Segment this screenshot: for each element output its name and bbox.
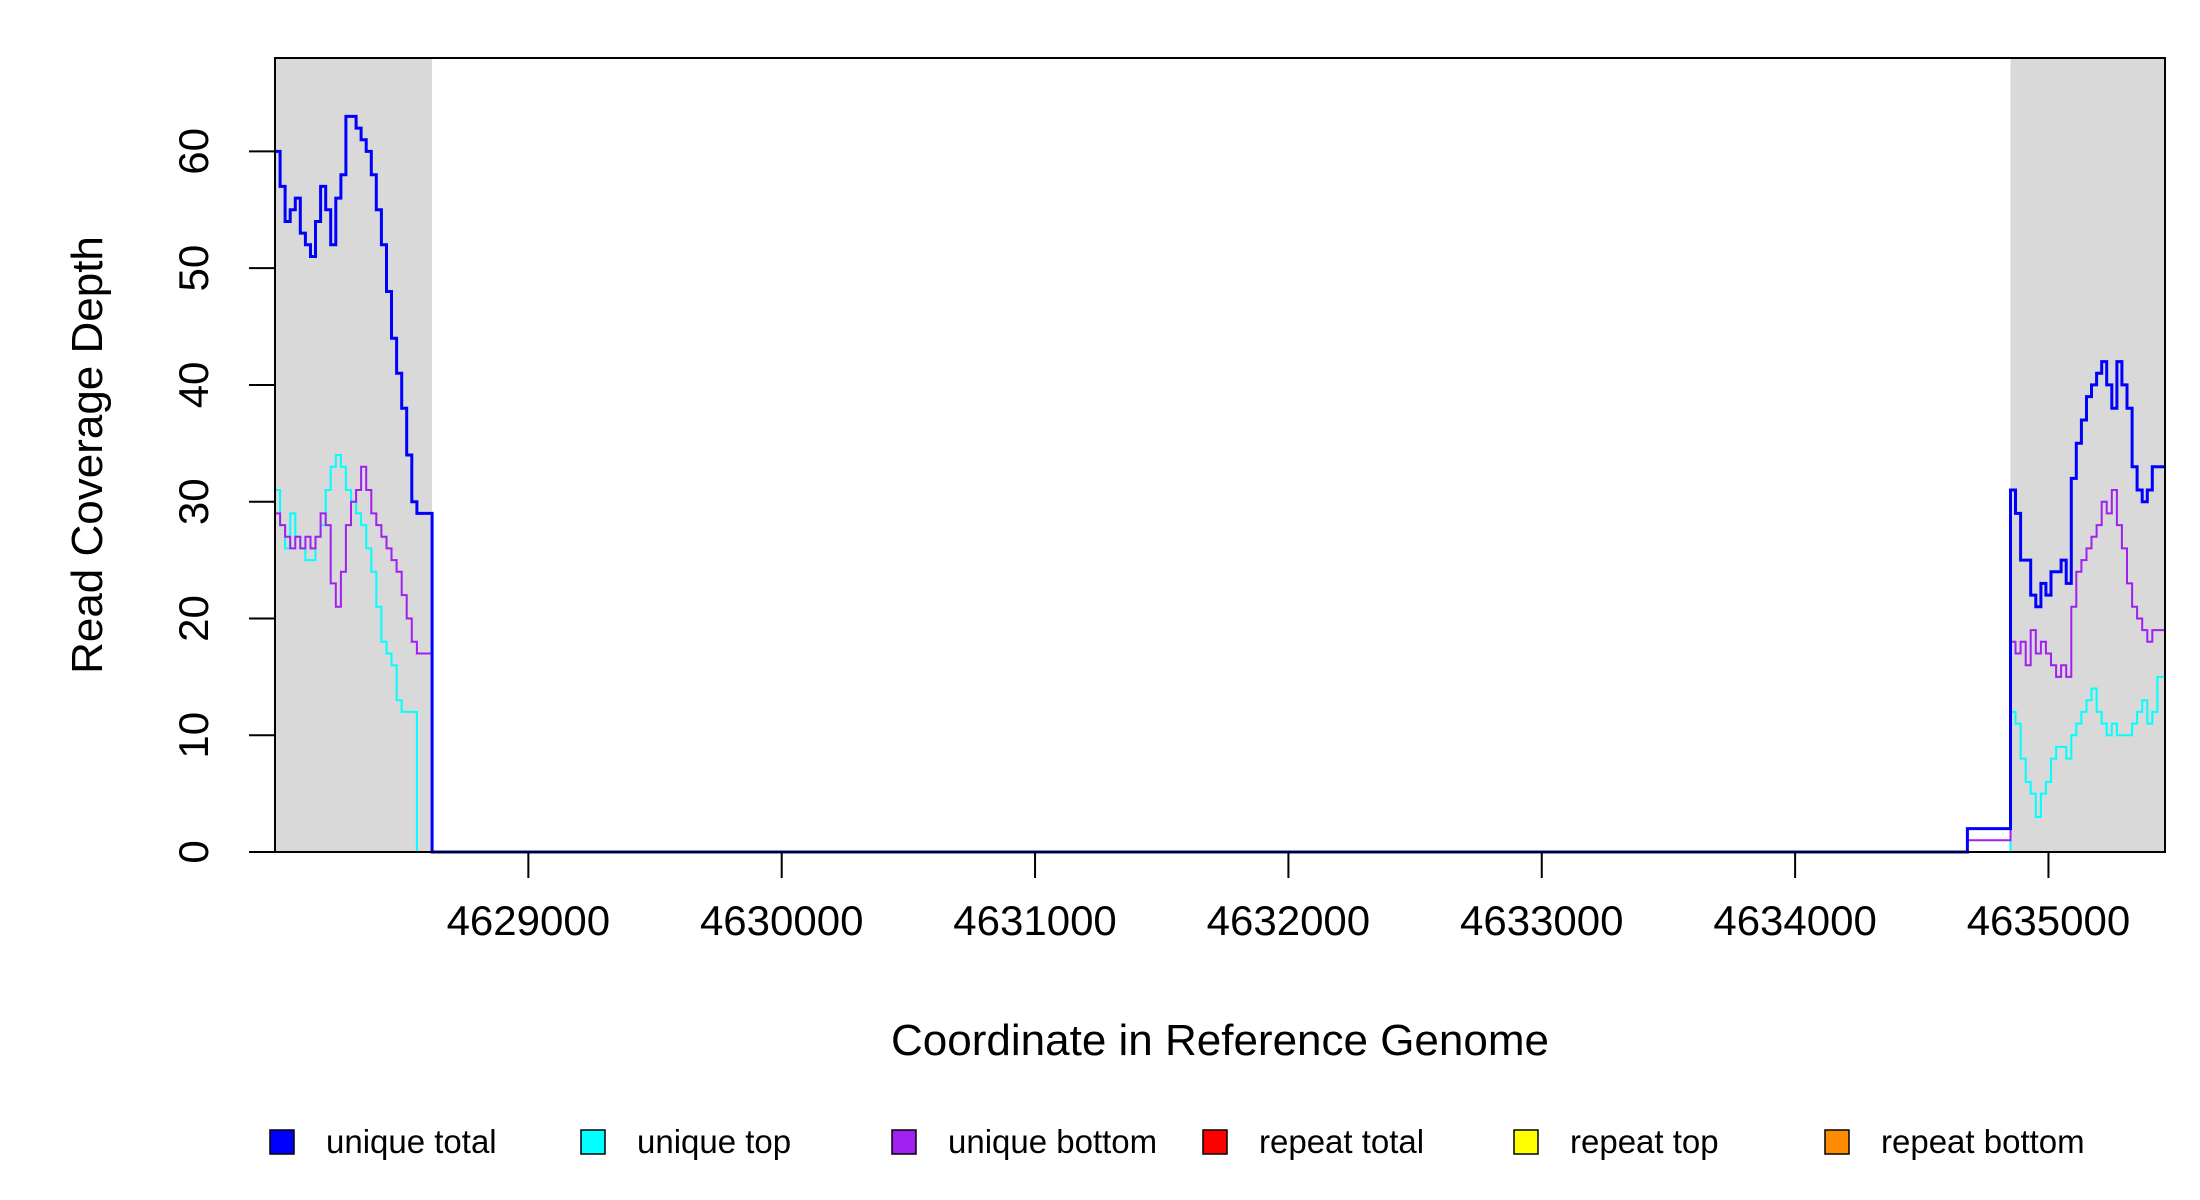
legend-label: unique top xyxy=(637,1123,791,1160)
y-tick-label: 0 xyxy=(170,840,217,863)
y-tick-label: 10 xyxy=(170,712,217,759)
x-tick-label: 4632000 xyxy=(1207,897,1371,944)
y-tick-label: 40 xyxy=(170,362,217,409)
x-axis-title: Coordinate in Reference Genome xyxy=(891,1016,1549,1065)
plot-frame xyxy=(274,57,2166,853)
legend-item-unique-top: unique top xyxy=(580,1123,791,1160)
legend-label: repeat bottom xyxy=(1881,1123,2085,1160)
y-tick-label: 20 xyxy=(170,595,217,642)
y-tick-label: 30 xyxy=(170,478,217,525)
x-axis: 4629000 4630000 4631000 4632000 4633000 46340… xyxy=(447,852,2131,944)
legend-swatch xyxy=(269,1129,295,1155)
legend-label: unique total xyxy=(326,1123,497,1160)
legend-label: repeat top xyxy=(1570,1123,1719,1160)
legend-swatch xyxy=(891,1129,917,1155)
x-tick-label: 4635000 xyxy=(1967,897,2131,944)
legend-label: repeat total xyxy=(1259,1123,1424,1160)
x-tick-label: 4629000 xyxy=(447,897,611,944)
legend: unique total unique top unique bottom repea… xyxy=(269,1123,2085,1160)
legend-item-unique-total: unique total xyxy=(269,1123,497,1160)
shaded-region-1 xyxy=(2010,58,2165,852)
legend-swatch xyxy=(580,1129,606,1155)
legend-swatch xyxy=(1513,1129,1539,1155)
legend-item-unique-bottom: unique bottom xyxy=(891,1123,1157,1160)
x-tick-label: 4631000 xyxy=(953,897,1117,944)
y-axis: 0 10 20 30 40 50 60 xyxy=(170,128,275,864)
x-tick-label: 4633000 xyxy=(1460,897,1624,944)
legend-swatch xyxy=(1202,1129,1228,1155)
legend-label: unique bottom xyxy=(948,1123,1157,1160)
legend-item-repeat-bottom: repeat bottom xyxy=(1824,1123,2085,1160)
legend-swatch xyxy=(1824,1129,1850,1155)
y-axis-title: Read Coverage Depth xyxy=(63,236,112,674)
x-tick-label: 4630000 xyxy=(700,897,864,944)
legend-item-repeat-top: repeat top xyxy=(1513,1123,1719,1160)
y-tick-label: 60 xyxy=(170,128,217,175)
x-tick-label: 4634000 xyxy=(1713,897,1877,944)
legend-item-repeat-total: repeat total xyxy=(1202,1123,1424,1160)
y-tick-label: 50 xyxy=(170,245,217,292)
